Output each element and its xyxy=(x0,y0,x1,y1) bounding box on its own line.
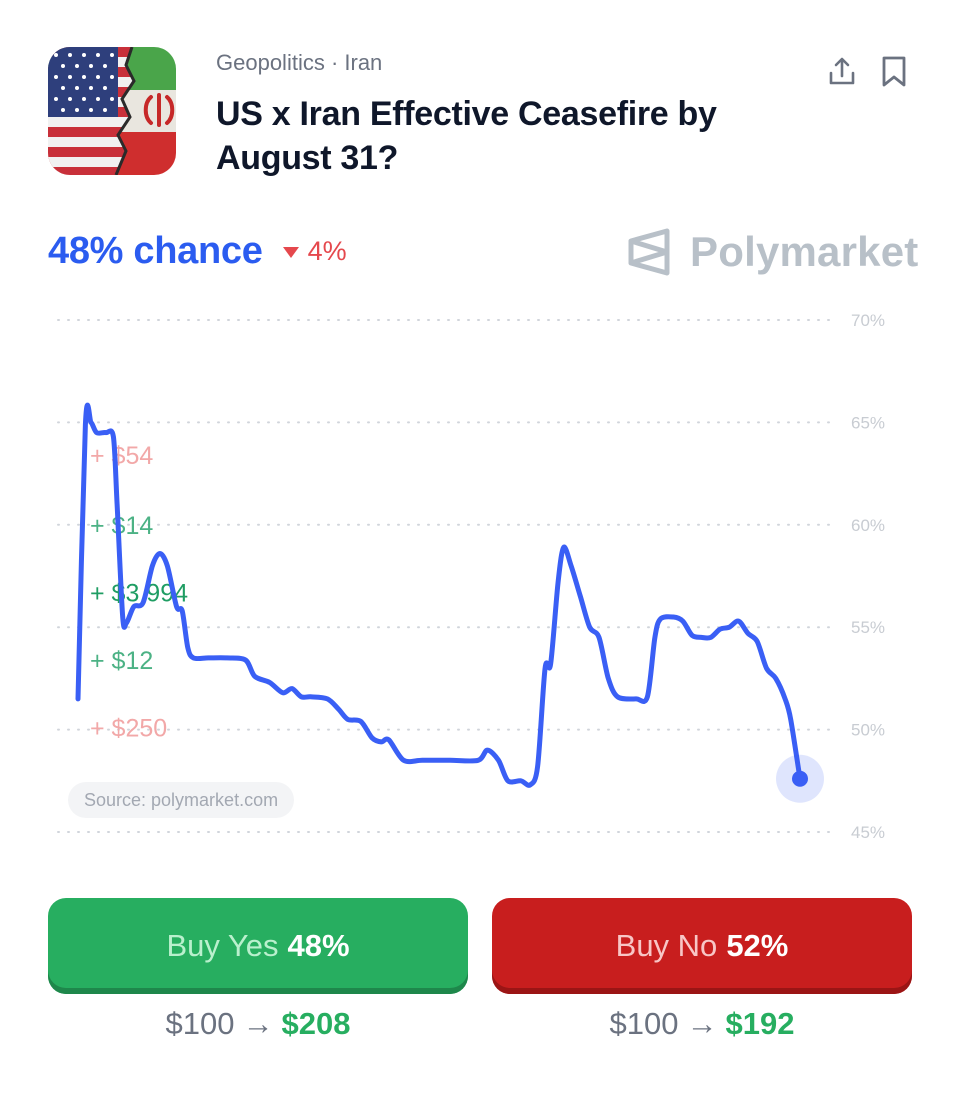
price-line xyxy=(75,402,803,788)
y-tick-label: 55% xyxy=(851,618,885,637)
no-return: $192 xyxy=(725,1006,795,1041)
y-tick-label: 70% xyxy=(851,311,885,330)
buy-yes-button[interactable]: Buy Yes 48% xyxy=(48,898,468,994)
polymarket-logo-icon xyxy=(628,228,670,276)
chart-series xyxy=(75,402,824,803)
chart-y-axis: 70% 65% 60% 55% 50% 45% xyxy=(851,311,885,842)
source-label: Source: polymarket.com xyxy=(68,782,295,818)
chance-value: 48% chance xyxy=(48,229,263,272)
chance-change-value: 4% xyxy=(307,235,347,266)
right-arrow-icon: → xyxy=(686,1006,718,1041)
market-thumbnail xyxy=(48,47,176,175)
y-tick-label: 65% xyxy=(851,413,885,432)
share-icon xyxy=(829,57,855,85)
buy-yes-label: Buy Yes xyxy=(166,928,279,963)
trade-label: + $14 xyxy=(90,512,153,540)
trade-label: + $54 xyxy=(90,442,153,470)
yes-payout: $100 → $208 xyxy=(48,1006,468,1042)
yes-stake: $100 xyxy=(165,1006,235,1041)
buy-no-label: Buy No xyxy=(615,928,718,963)
current-point xyxy=(792,770,808,787)
brand-name: Polymarket xyxy=(690,228,919,275)
chance-summary: 48% chance 4% xyxy=(48,226,347,276)
down-triangle-icon xyxy=(282,246,299,258)
yes-return: $208 xyxy=(281,1006,351,1041)
trade-label: + $12 xyxy=(90,647,153,675)
chance-change: 4% xyxy=(282,235,347,267)
y-tick-label: 60% xyxy=(851,516,885,535)
buy-no-button[interactable]: Buy No 52% xyxy=(492,898,912,994)
us-iran-flag-image xyxy=(48,47,176,175)
market-category[interactable]: Geopolitics · Iran xyxy=(216,50,383,75)
no-stake: $100 xyxy=(609,1006,679,1041)
bookmark-button[interactable] xyxy=(876,52,912,92)
right-arrow-icon: → xyxy=(242,1006,274,1041)
no-payout: $100 → $192 xyxy=(492,1006,912,1042)
buy-yes-price: 48% xyxy=(287,928,350,963)
chart-gridlines xyxy=(57,319,831,833)
trade-label: + $250 xyxy=(90,715,167,743)
polymarket-brand: Polymarket xyxy=(626,224,918,280)
y-tick-label: 50% xyxy=(851,721,885,740)
market-title: US x Iran Effective Ceasefire by August … xyxy=(216,95,717,177)
bookmark-icon xyxy=(882,56,906,87)
share-button[interactable] xyxy=(824,52,860,92)
buy-no-price: 52% xyxy=(726,928,789,963)
y-tick-label: 45% xyxy=(851,823,885,842)
price-history-chart: 70%65%60%55%50%45% + $54+ $14+ $3,994+ $… xyxy=(57,311,885,842)
